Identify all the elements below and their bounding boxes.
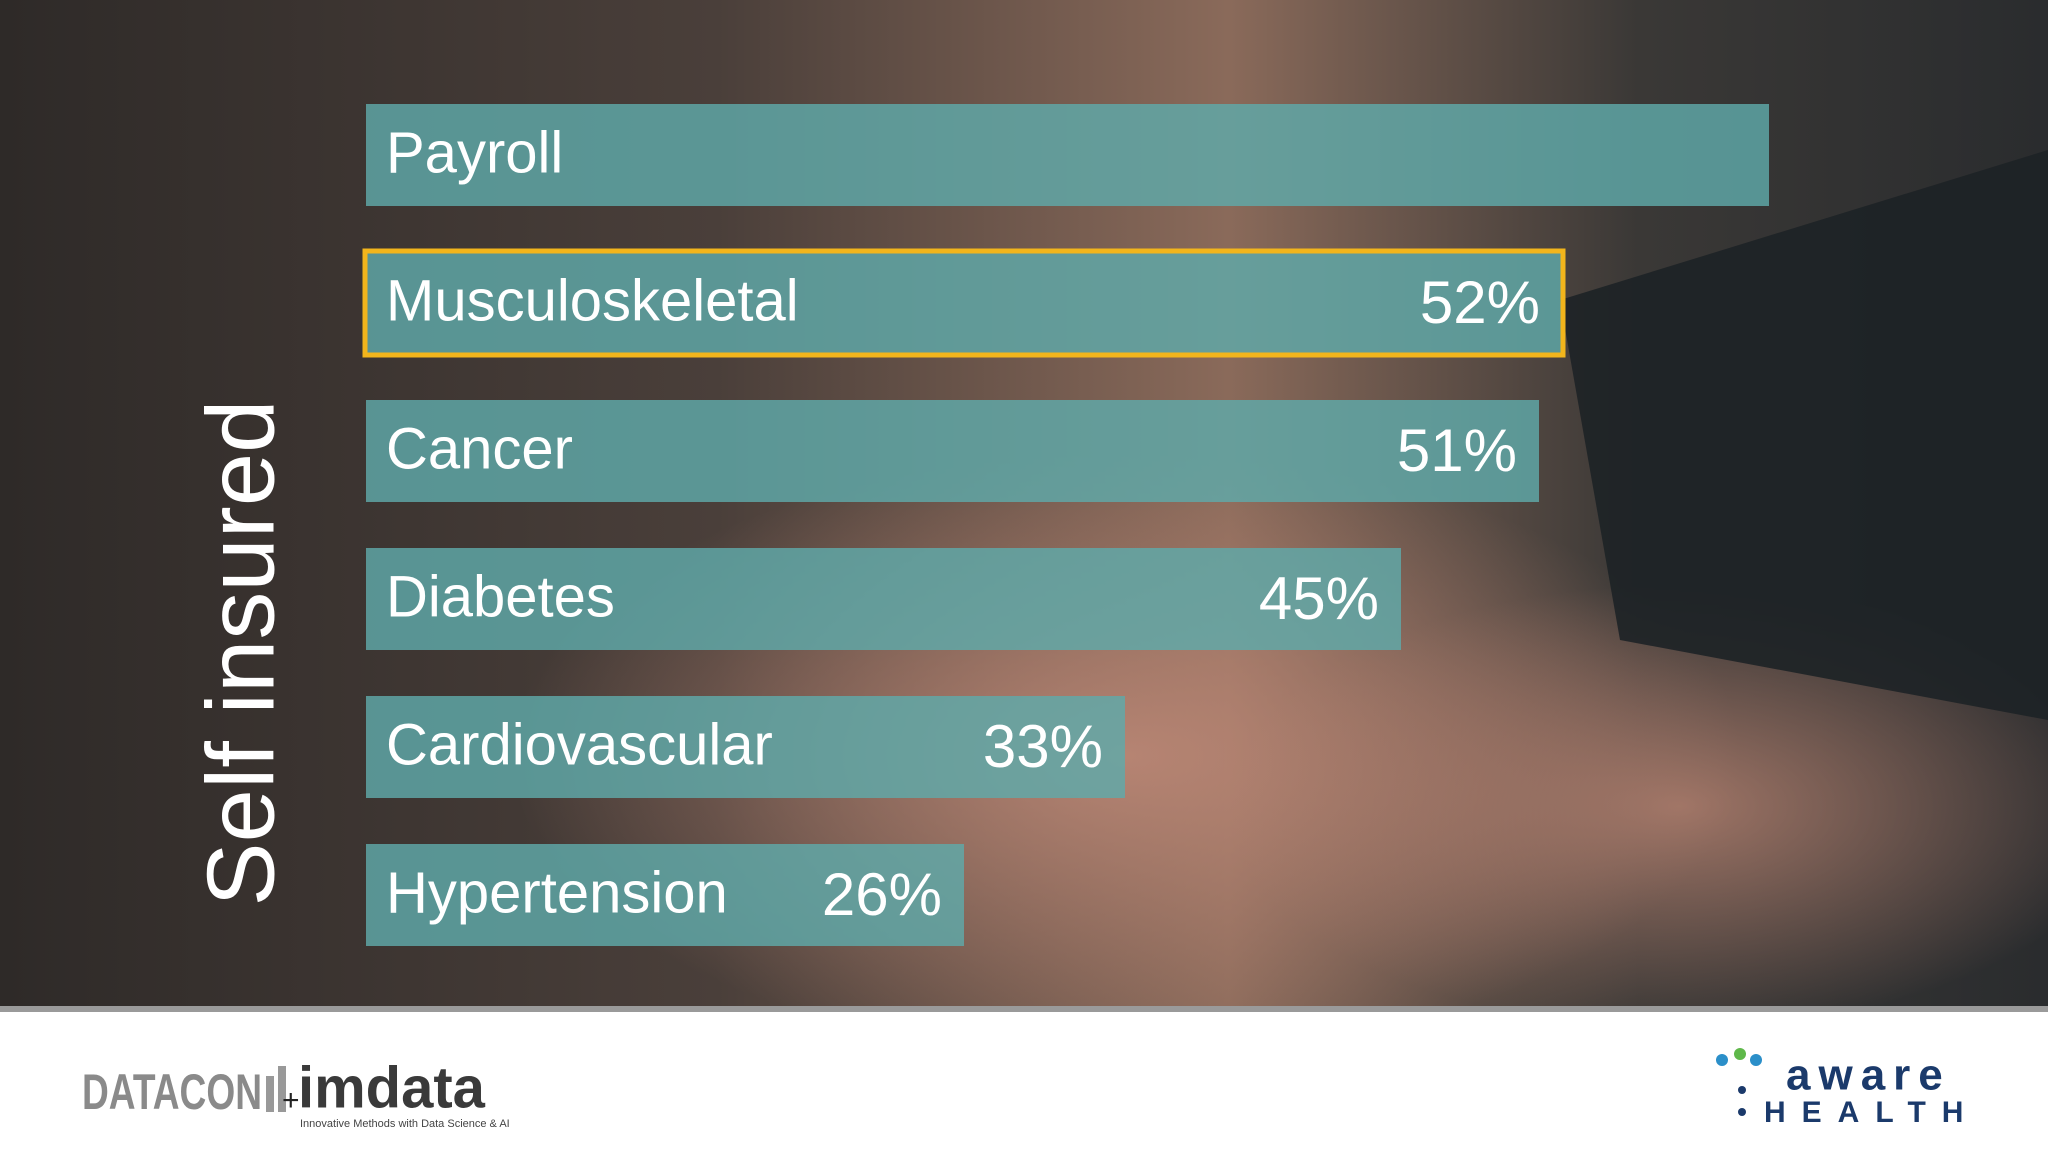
bar-highlight xyxy=(362,248,1566,358)
logo-leaf xyxy=(1750,1054,1762,1066)
left-logo: DATACON + imdata Innovative Methods with… xyxy=(82,1055,510,1130)
logo-dot xyxy=(1738,1086,1746,1094)
logo-plus: + xyxy=(282,1084,300,1117)
chart: Payroll Musculoskeletal 52% Cancer 51% Diabet… xyxy=(362,104,1769,946)
y-axis-label: Self insured xyxy=(187,400,294,907)
logo-text: imdata xyxy=(298,1055,486,1120)
bar xyxy=(366,252,1562,354)
logo-leaf xyxy=(1716,1054,1728,1066)
value-label: 51% xyxy=(1397,417,1517,484)
value-label: 26% xyxy=(822,861,942,928)
bar xyxy=(366,696,1125,798)
divider xyxy=(0,1006,2048,1012)
category-label: Hypertension xyxy=(386,860,728,925)
category-label: Cardiovascular xyxy=(386,712,773,777)
value-label: 33% xyxy=(983,713,1103,780)
logo-leaf xyxy=(1734,1048,1746,1060)
bar xyxy=(366,844,964,946)
bar xyxy=(366,104,1769,206)
logo-text: aware xyxy=(1786,1051,1951,1100)
bar xyxy=(366,400,1539,502)
logo-dot xyxy=(1738,1108,1746,1116)
category-label: Musculoskeletal xyxy=(386,268,799,333)
logo-tagline: Innovative Methods with Data Science & A… xyxy=(300,1118,510,1130)
skyline xyxy=(278,1066,286,1112)
category-label: Payroll xyxy=(386,120,563,185)
logo-text: DATACON xyxy=(82,1064,262,1120)
right-logo: aware HEALTH xyxy=(1716,1048,1979,1129)
footer xyxy=(0,1012,2048,1152)
category-label: Cancer xyxy=(386,416,573,481)
category-label: Diabetes xyxy=(386,564,615,629)
value-label: 52% xyxy=(1420,269,1540,336)
bar xyxy=(366,548,1401,650)
skyline xyxy=(266,1076,274,1112)
photo-shorts xyxy=(1560,150,2048,720)
value-label: 45% xyxy=(1259,565,1379,632)
logo-text: HEALTH xyxy=(1764,1096,1979,1129)
